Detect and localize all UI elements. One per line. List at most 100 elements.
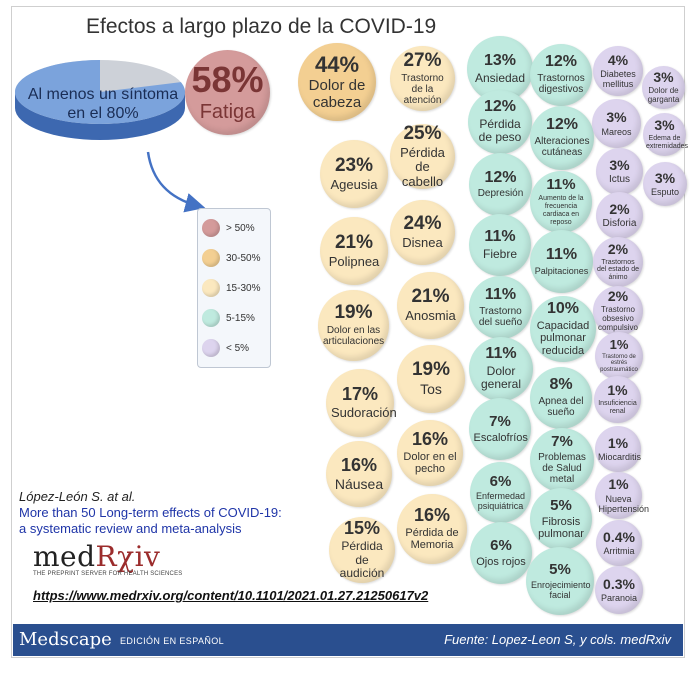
symptom-bubble: 6% Enfermedad psiquiátrica: [470, 462, 531, 523]
bubble-value: 16%: [340, 454, 378, 475]
bubble-label: Fibrosis pulmonar: [538, 515, 584, 540]
bubble-label: Pérdida de audición: [339, 539, 385, 581]
symptom-bubble: 27% Trastorno de la atención: [390, 46, 455, 111]
bubble-label: Nueva Hipertensión: [598, 493, 650, 514]
symptom-bubble: 11% Trastorno del sueño: [469, 276, 532, 339]
bubble-label: Anosmia: [405, 308, 456, 324]
symptom-bubble: 11% Dolor general: [469, 337, 533, 401]
bubble-value: 24%: [403, 213, 442, 235]
bubble-value: 7%: [551, 433, 573, 451]
bubble-label: Trastorno obsesivo compulsivo: [597, 304, 638, 332]
legend-item: 15-30%: [202, 278, 260, 298]
edition-label: EDICIÓN EN ESPAÑOL: [120, 636, 225, 646]
bubble-label: Polipnea: [328, 253, 380, 269]
legend-label: 5-15%: [226, 312, 255, 324]
bubble-value: 0.3%: [603, 575, 635, 592]
bubble-label: Esputo: [650, 187, 680, 198]
symptom-bubble: 3% Dolor de garganta: [642, 66, 685, 109]
bubble-value: 12%: [544, 53, 578, 71]
symptom-bubble: 6% Ojos rojos: [470, 522, 532, 584]
legend: > 50% 30-50% 15-30% 5-15% < 5%: [197, 208, 271, 368]
symptom-bubble: 11% Palpitaciones: [530, 230, 593, 293]
bubble-value: 4%: [607, 51, 629, 68]
legend-label: 15-30%: [226, 282, 261, 294]
symptom-bubble: 3% Ictus: [596, 148, 643, 195]
bubble-value: 5%: [549, 561, 571, 579]
bubble-value: 12%: [483, 98, 517, 116]
symptom-bubble: 21% Anosmia: [397, 272, 464, 339]
bubble-value: 3%: [653, 69, 674, 86]
bubble-label: Pérdida de cabello: [400, 144, 445, 189]
bubble-label: Disforia: [602, 218, 637, 230]
chart-title: Efectos a largo plazo de la COVID-19: [86, 15, 437, 38]
bubble-value: 21%: [411, 286, 450, 308]
bubble-value: 11%: [545, 246, 578, 264]
bubble-value: 17%: [341, 384, 379, 405]
bubble-label: Disnea: [402, 235, 443, 251]
bubble-label: Náusea: [334, 475, 384, 492]
symptom-bubble: 16% Dolor en el pecho: [397, 420, 463, 486]
symptom-bubble: 12% Alteraciones cutáneas: [530, 106, 594, 170]
symptom-bubble: 5% Enrojecimiento facial: [526, 547, 594, 615]
bubble-label: Dolor de cabeza: [308, 76, 366, 111]
bubble-label: Insuficiencia renal: [598, 400, 637, 415]
medscape-logo: Medscape: [19, 629, 112, 650]
bubble-value: 11%: [546, 176, 576, 194]
bubble-value: 13%: [483, 51, 517, 69]
bubble-value: 2%: [607, 288, 629, 305]
legend-label: 30-50%: [226, 252, 261, 264]
bubble-value: 10%: [546, 300, 580, 318]
citation: López-León S. at al. More than 50 Long-t…: [19, 489, 282, 537]
bubble-label: Ageusia: [330, 176, 378, 192]
bubble-value: 6%: [490, 536, 512, 554]
bubble-value: 11%: [484, 227, 516, 245]
source-url-link[interactable]: https://www.medrxiv.org/content/10.1101/…: [33, 588, 429, 603]
footer-bar: Medscape EDICIÓN EN ESPAÑOL Fuente: Lope…: [13, 624, 683, 656]
bubble-label: Escalofríos: [473, 431, 528, 444]
symptom-bubble: 58% Fatiga: [185, 50, 270, 135]
citation-title-line2: a systematic review and meta-analysis: [19, 521, 242, 536]
legend-swatch: [202, 249, 220, 267]
citation-authors: López-León S. at al.: [19, 489, 136, 504]
bubble-value: 15%: [343, 518, 381, 539]
bubble-value: 44%: [314, 51, 360, 77]
logo-tagline: THE PREPRINT SERVER FOR HEALTH SCIENCES: [33, 571, 183, 577]
symptom-bubble: 17% Sudoración: [326, 369, 397, 437]
symptom-bubble: 2% Trastornos del estado de ánimo: [593, 237, 643, 287]
symptom-bubble: 12% Depresión: [469, 153, 532, 216]
bubble-value: 58%: [191, 59, 264, 101]
bubble-value: 1%: [608, 476, 629, 493]
symptom-bubble: 0.3% Paranoia: [595, 566, 643, 614]
symptom-bubble: 12% Pérdida de peso: [468, 90, 532, 154]
pie-label: Al menos un síntoma en el 80%: [27, 86, 179, 122]
bubble-label: Palpitaciones: [534, 265, 589, 276]
bubble-value: 1%: [609, 337, 629, 353]
symptom-bubble: 11% Aumento de la frecuencia cardiaca en …: [530, 171, 592, 233]
bubble-label: Ojos rojos: [476, 555, 526, 568]
bubble-value: 0.4%: [603, 528, 635, 545]
bubble-value: 2%: [609, 200, 630, 217]
symptom-bubble: 3% Edema de extremidades: [643, 113, 689, 156]
symptom-bubble: 0.4% Arritmia: [596, 520, 642, 566]
symptom-bubble: 15% Pérdida de audición: [329, 517, 395, 583]
bubble-label: Apnea del sueño: [538, 396, 584, 419]
legend-swatch: [202, 309, 220, 327]
bubble-value: 23%: [334, 154, 374, 176]
bubble-label: Arritmia: [603, 546, 635, 557]
symptom-bubble: 1% Trastorno de estrés postraumático: [595, 332, 643, 380]
bubble-value: 19%: [334, 302, 373, 324]
medrxiv-logo: medRχiv THE PREPRINT SERVER FOR HEALTH S…: [33, 540, 183, 577]
bubble-label: Aumento de la frecuencia cardiaca en rep…: [538, 195, 584, 226]
logo-name: medRχiv: [33, 540, 161, 573]
legend-swatch: [202, 219, 220, 237]
symptom-bubble: 2% Trastorno obsesivo compulsivo: [593, 286, 643, 336]
legend-label: > 50%: [226, 222, 255, 234]
bubble-value: 1%: [607, 434, 629, 451]
bubble-label: Edema de extremidades: [646, 135, 689, 150]
bubble-value: 19%: [411, 359, 451, 381]
bubble-label: Fiebre: [482, 246, 517, 261]
legend-item: 30-50%: [202, 248, 260, 268]
bubble-label: Capacidad pulmonar reducida: [536, 319, 590, 357]
bubble-value: 6%: [489, 472, 512, 490]
